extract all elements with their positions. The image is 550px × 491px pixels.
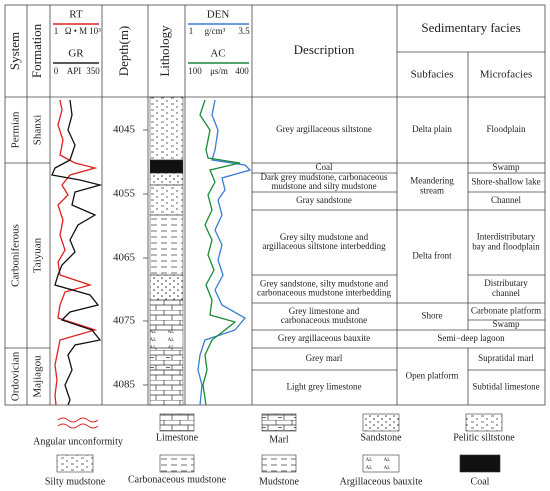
legend-label: Sandstone — [360, 432, 402, 443]
rt-label: RT — [69, 9, 83, 21]
description: Grey argillaceous siltstone — [276, 124, 372, 134]
rt-curve — [51, 99, 103, 406]
description: Grey limestone and — [289, 306, 360, 316]
microfacies: Subtidal limestone — [472, 382, 539, 392]
den-max: 3.5 — [238, 26, 250, 36]
depth-label: 4045 — [113, 124, 136, 136]
legend-label: Argillaceous bauxite — [340, 476, 423, 487]
depth-label: 4065 — [113, 252, 136, 264]
subfacies: Semi−deep lagoon — [437, 333, 505, 343]
legend-label: Angular unconformity — [33, 436, 123, 447]
depth-label: 4075 — [113, 315, 136, 327]
legend-label: Marl — [269, 434, 289, 445]
subfacies-header: Subfacies — [411, 69, 454, 81]
formation-header: Formation — [29, 23, 44, 78]
system: Ordovician — [10, 351, 22, 401]
system: Permian — [10, 111, 22, 148]
rt-max: 10³ — [89, 26, 101, 36]
depth-label: 4085 — [113, 379, 136, 391]
legend-label: Mudstone — [259, 476, 300, 487]
microfacies: Interdistributary — [477, 232, 536, 242]
subfacies: Open platform — [406, 371, 459, 381]
description: Grey argillaceous bauxite — [278, 333, 370, 343]
system: Carboniferous — [10, 224, 22, 287]
gr-min: 0 — [54, 66, 59, 76]
legend-label: Coal — [471, 476, 490, 487]
microfacies: Swamp — [493, 319, 521, 329]
den-label: DEN — [207, 9, 230, 21]
frame — [4, 4, 546, 406]
gr-label: GR — [68, 48, 84, 60]
description: carbonaceous mudstone interbedding — [257, 288, 391, 298]
description: Coal — [316, 162, 333, 172]
legend-label: Carbonaceous mudstone — [128, 474, 227, 485]
subfacies: Delta plain — [412, 124, 452, 134]
ac-label: AC — [210, 48, 225, 60]
facies-header: Sedimentary facies — [421, 20, 520, 35]
lithology-column — [149, 96, 184, 406]
microfacies: Floodplain — [486, 124, 526, 134]
microfacies-header: Microfacies — [480, 69, 533, 81]
microfacies: channel — [492, 288, 520, 298]
microfacies: Shore-shallow lake — [471, 177, 540, 187]
microfacies: Swamp — [493, 162, 521, 172]
subfacies: stream — [420, 186, 444, 196]
column-lines — [5, 5, 545, 405]
lithology-header: Lithology — [157, 25, 172, 77]
description: mudstone and silty mudstone — [271, 181, 376, 191]
subfacies: Delta front — [412, 251, 452, 261]
microfacies: bay and floodplain — [472, 242, 540, 252]
den-unit: g/cm³ — [205, 26, 226, 36]
system-header: System — [7, 32, 22, 70]
microfacies: Channel — [491, 195, 521, 205]
description: Grey sandstone, silty mudstone and — [260, 279, 389, 289]
description: Light grey limestone — [287, 382, 362, 392]
legend-label: Limestone — [156, 432, 199, 443]
ac-min: 100 — [188, 66, 202, 76]
formation: Shanxi — [32, 115, 44, 146]
legend-label: Silty mudstone — [45, 476, 106, 487]
microfacies: Supratidal marl — [478, 353, 534, 363]
ac-unit: μs/m — [210, 66, 228, 76]
formation: Taiyuan — [32, 237, 44, 273]
rt-min: 1 — [54, 26, 59, 36]
description: carbonaceous mudstone — [281, 315, 367, 325]
subfacies: Shore — [422, 311, 443, 321]
gr-unit: API — [67, 66, 82, 76]
ac-curve — [199, 99, 241, 406]
microfacies: Distributary — [484, 278, 528, 288]
formation: Majiagou — [32, 355, 44, 398]
legend-label: Pelitic siltstone — [453, 432, 515, 443]
ac-max: 400 — [235, 66, 249, 76]
rt-unit: Ω • M — [65, 26, 87, 36]
description: argillaceous siltstone interbedding — [262, 241, 386, 251]
gr-max: 350 — [86, 66, 100, 76]
depth-label: 4055 — [113, 188, 136, 200]
gr-curve — [54, 99, 98, 406]
legend-symbols — [56, 413, 503, 473]
description: Grey marl — [306, 353, 343, 363]
description: Gray sandstone — [296, 195, 352, 205]
description-header: Description — [294, 42, 355, 57]
microfacies: Carbonate platform — [471, 306, 541, 316]
subfacies: Meandering — [410, 176, 454, 186]
depth-header: Depth(m) — [116, 26, 131, 77]
den-min: 1 — [189, 26, 194, 36]
description: Grey silty mudstone and — [280, 232, 369, 242]
description: Dark grey mudstone, carbonaceous — [261, 172, 388, 182]
